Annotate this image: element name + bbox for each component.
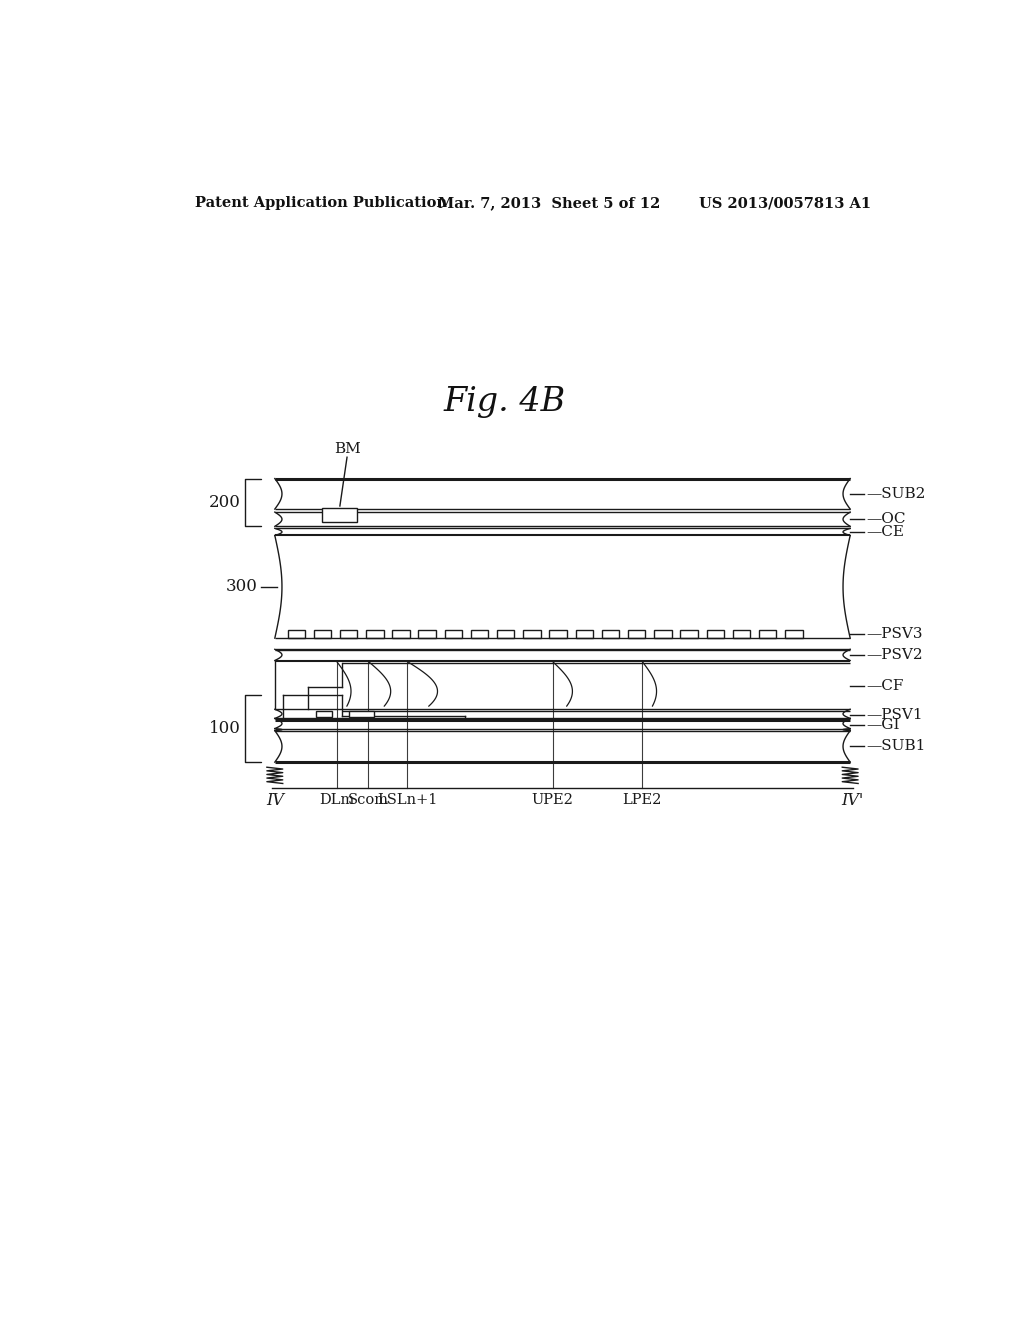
Text: 200: 200 [209,494,241,511]
Bar [628,630,645,638]
Text: Mar. 7, 2013  Sheet 5 of 12: Mar. 7, 2013 Sheet 5 of 12 [437,197,659,210]
Text: —OC: —OC [866,512,905,527]
Bar [654,630,672,638]
Text: Scom: Scom [348,792,389,807]
Bar [367,630,384,638]
Text: LPE2: LPE2 [623,792,662,807]
Bar [348,711,374,718]
Text: —CE: —CE [866,525,904,539]
Text: —PSV3: —PSV3 [866,627,923,642]
Bar [707,630,724,638]
Text: BM: BM [334,442,360,457]
Bar [733,630,751,638]
Bar [550,630,567,638]
Text: —GI: —GI [866,718,899,731]
Bar [340,630,357,638]
Text: DLm: DLm [319,792,354,807]
Bar [602,630,620,638]
Bar [523,630,541,638]
Text: —SUB1: —SUB1 [866,739,926,754]
Text: —CF: —CF [866,678,903,693]
Text: IV': IV' [842,792,863,809]
Text: —SUB2: —SUB2 [866,487,926,500]
Text: 100: 100 [209,721,241,737]
Text: —PSV2: —PSV2 [866,648,923,663]
Bar [497,630,514,638]
Bar [392,630,410,638]
Bar [680,630,697,638]
Bar [323,508,356,523]
Bar [759,630,776,638]
Bar [419,630,436,638]
Text: LSLn+1: LSLn+1 [377,792,437,807]
Text: 300: 300 [225,578,257,595]
Bar [288,630,305,638]
Text: Patent Application Publication: Patent Application Publication [196,197,447,210]
Text: UPE2: UPE2 [531,792,573,807]
Text: —PSV1: —PSV1 [866,708,923,722]
Bar [471,630,488,638]
Bar [785,630,803,638]
Text: US 2013/0057813 A1: US 2013/0057813 A1 [699,197,871,210]
Bar [575,630,593,638]
Text: IV: IV [266,792,284,809]
Bar [313,630,331,638]
Text: Fig. 4B: Fig. 4B [443,387,566,418]
Bar [316,711,332,718]
Bar [444,630,462,638]
